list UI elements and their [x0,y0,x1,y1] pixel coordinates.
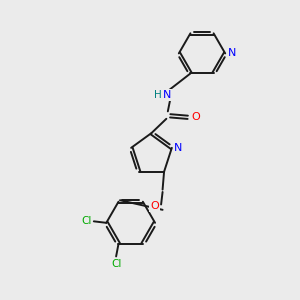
Text: N: N [174,143,183,153]
Text: N: N [163,90,171,100]
Text: O: O [150,201,159,211]
Text: Cl: Cl [81,216,91,226]
Text: O: O [192,112,200,122]
Text: H: H [154,90,161,100]
Text: Cl: Cl [111,259,121,269]
Text: N: N [227,48,236,59]
